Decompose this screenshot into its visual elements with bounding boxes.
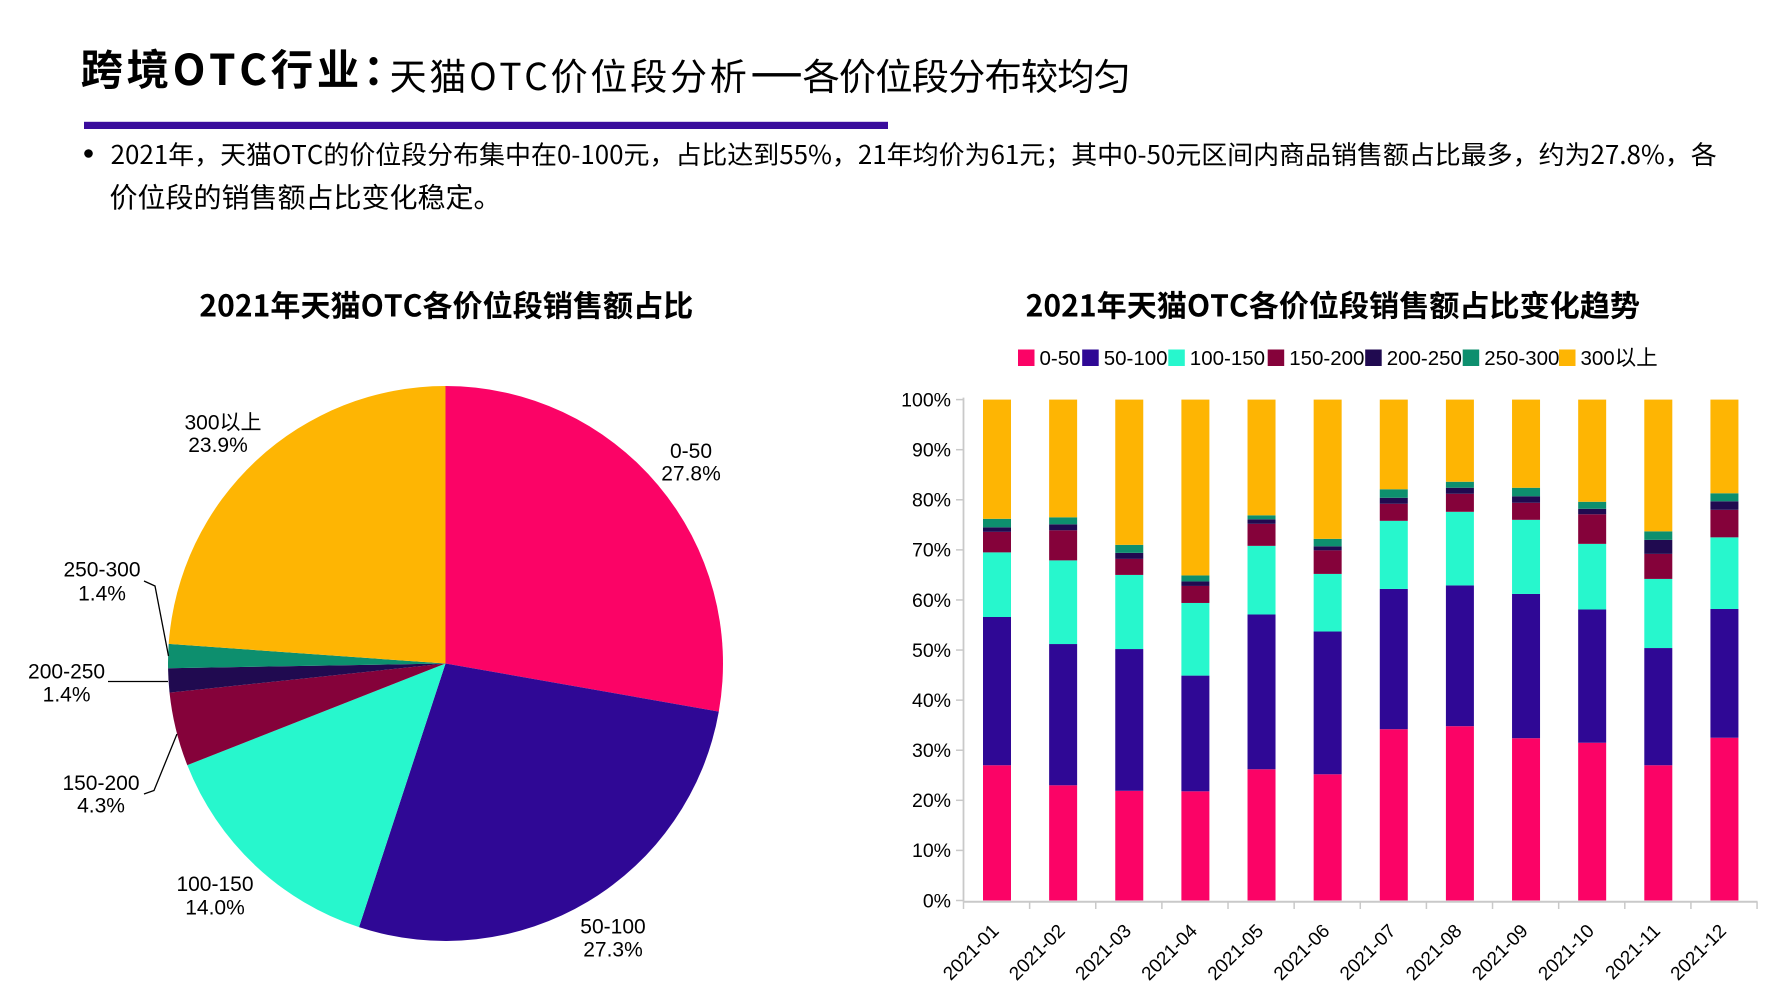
svg-text:100-150: 100-150 <box>176 873 253 896</box>
svg-text:150-200: 150-200 <box>62 772 139 795</box>
svg-text:60%: 60% <box>912 590 951 612</box>
svg-text:50%: 50% <box>912 640 951 662</box>
svg-text:30%: 30% <box>912 740 951 762</box>
svg-text:27.3%: 27.3% <box>583 938 643 961</box>
svg-text:300: 300 <box>1581 347 1615 370</box>
svg-text:40%: 40% <box>912 690 951 712</box>
svg-text:0-50: 0-50 <box>670 440 712 463</box>
svg-text:70%: 70% <box>912 540 951 562</box>
svg-text:200-250: 200-250 <box>1387 347 1462 370</box>
svg-text:250-300: 250-300 <box>1484 347 1559 370</box>
svg-text:50-100: 50-100 <box>580 915 645 938</box>
svg-text:23.9%: 23.9% <box>188 434 248 457</box>
svg-text:0-50: 0-50 <box>1040 347 1081 370</box>
svg-text:20%: 20% <box>912 790 951 812</box>
svg-text:100%: 100% <box>901 389 951 411</box>
svg-text:1.4%: 1.4% <box>43 684 91 707</box>
svg-text:50-100: 50-100 <box>1104 347 1168 370</box>
svg-text:14.0%: 14.0% <box>185 896 245 919</box>
svg-text:150-200: 150-200 <box>1289 347 1364 370</box>
svg-text:250-300: 250-300 <box>63 558 140 581</box>
svg-text:200-250: 200-250 <box>28 661 105 684</box>
svg-text:300: 300 <box>184 411 219 434</box>
svg-text:27.8%: 27.8% <box>661 463 721 486</box>
svg-text:1.4%: 1.4% <box>78 582 126 605</box>
svg-text:0%: 0% <box>923 890 951 912</box>
svg-text:4.3%: 4.3% <box>77 795 125 818</box>
svg-text:100-150: 100-150 <box>1190 347 1265 370</box>
svg-text:10%: 10% <box>912 840 951 862</box>
svg-text:80%: 80% <box>912 490 951 512</box>
svg-text:90%: 90% <box>912 440 951 462</box>
